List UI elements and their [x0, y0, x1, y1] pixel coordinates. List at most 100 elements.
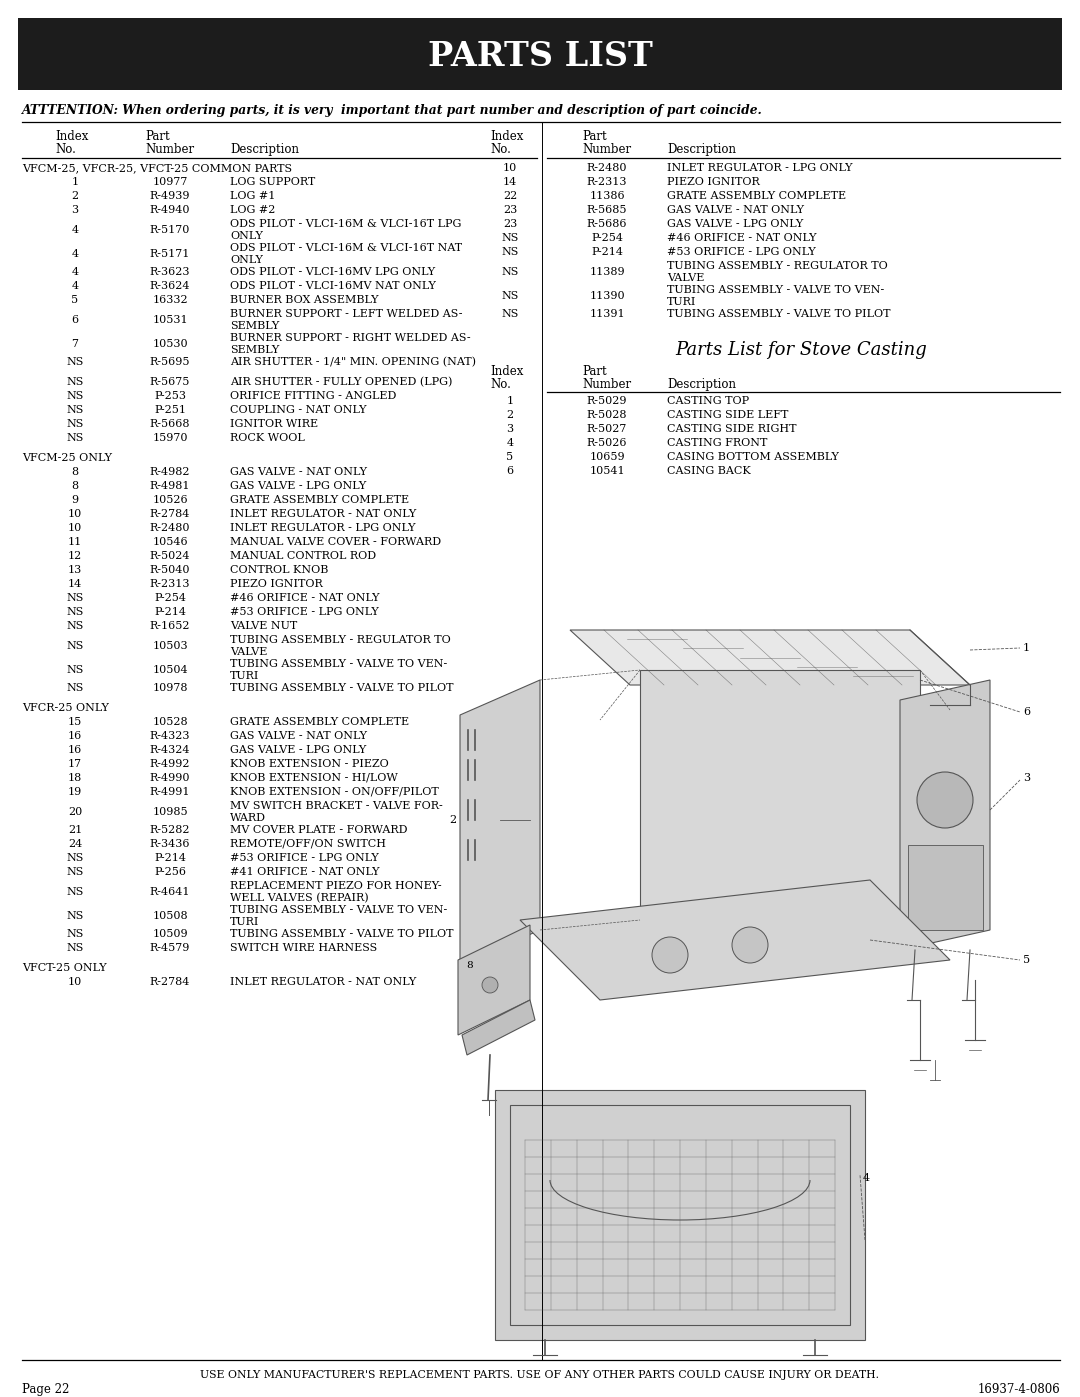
- Circle shape: [652, 937, 688, 972]
- Text: 13: 13: [68, 564, 82, 576]
- Text: WELL VALVES (REPAIR): WELL VALVES (REPAIR): [230, 893, 368, 904]
- Text: SEMBLY: SEMBLY: [230, 345, 280, 355]
- Text: 10: 10: [68, 522, 82, 534]
- Text: R-1652: R-1652: [150, 622, 190, 631]
- Text: ONLY: ONLY: [230, 256, 262, 265]
- Text: TUBING ASSEMBLY - VALVE TO PILOT: TUBING ASSEMBLY - VALVE TO PILOT: [667, 309, 891, 319]
- Text: ORIFICE FITTING - ANGLED: ORIFICE FITTING - ANGLED: [230, 391, 396, 401]
- Text: NS: NS: [66, 868, 83, 877]
- Text: NS: NS: [66, 433, 83, 443]
- Text: KNOB EXTENSION - ON/OFF/PILOT: KNOB EXTENSION - ON/OFF/PILOT: [230, 787, 438, 798]
- Text: WARD: WARD: [230, 813, 266, 823]
- Text: Part: Part: [145, 130, 170, 142]
- Polygon shape: [640, 671, 920, 921]
- Text: R-5282: R-5282: [150, 826, 190, 835]
- Text: 10503: 10503: [152, 641, 188, 651]
- Text: R-5027: R-5027: [586, 425, 627, 434]
- Text: Part: Part: [582, 130, 607, 142]
- Text: #53 ORIFICE - LPG ONLY: #53 ORIFICE - LPG ONLY: [667, 247, 815, 257]
- Text: MANUAL VALVE COVER - FORWARD: MANUAL VALVE COVER - FORWARD: [230, 536, 441, 548]
- Text: R-2313: R-2313: [150, 578, 190, 590]
- Text: 4: 4: [71, 225, 79, 235]
- Text: INLET REGULATOR - NAT ONLY: INLET REGULATOR - NAT ONLY: [230, 977, 416, 988]
- Text: SWITCH WIRE HARNESS: SWITCH WIRE HARNESS: [230, 943, 377, 953]
- Text: R-2480: R-2480: [150, 522, 190, 534]
- Text: VFCT-25 ONLY: VFCT-25 ONLY: [22, 963, 107, 972]
- Polygon shape: [570, 630, 970, 685]
- Text: 3: 3: [507, 425, 514, 434]
- Text: 22: 22: [503, 191, 517, 201]
- Text: 5: 5: [507, 453, 514, 462]
- Text: NS: NS: [66, 683, 83, 693]
- Text: No.: No.: [490, 379, 511, 391]
- Text: 10508: 10508: [152, 911, 188, 921]
- Text: GAS VALVE - LPG ONLY: GAS VALVE - LPG ONLY: [230, 481, 366, 490]
- Text: TUBING ASSEMBLY - VALVE TO PILOT: TUBING ASSEMBLY - VALVE TO PILOT: [230, 929, 454, 939]
- Text: TUBING ASSEMBLY - VALVE TO PILOT: TUBING ASSEMBLY - VALVE TO PILOT: [230, 683, 454, 693]
- Text: 10541: 10541: [590, 467, 625, 476]
- Text: TUBING ASSEMBLY - VALVE TO VEN-: TUBING ASSEMBLY - VALVE TO VEN-: [667, 285, 885, 295]
- Circle shape: [482, 977, 498, 993]
- Text: R-3623: R-3623: [150, 267, 190, 277]
- Text: GAS VALVE - LPG ONLY: GAS VALVE - LPG ONLY: [230, 745, 366, 754]
- Text: P-254: P-254: [154, 592, 186, 604]
- Text: NS: NS: [66, 943, 83, 953]
- Text: 10528: 10528: [152, 717, 188, 726]
- Text: 23: 23: [503, 219, 517, 229]
- Text: ODS PILOT - VLCI-16M & VLCI-16T NAT: ODS PILOT - VLCI-16M & VLCI-16T NAT: [230, 243, 462, 253]
- Text: 11391: 11391: [590, 309, 625, 319]
- Text: R-4939: R-4939: [150, 191, 190, 201]
- Text: R-2480: R-2480: [586, 163, 627, 173]
- Text: 16: 16: [68, 745, 82, 754]
- Text: LOG #2: LOG #2: [230, 205, 275, 215]
- Text: 12: 12: [68, 550, 82, 562]
- Text: 8: 8: [467, 961, 473, 970]
- Text: R-5668: R-5668: [150, 419, 190, 429]
- Text: 10: 10: [503, 163, 517, 173]
- Text: TUBING ASSEMBLY - VALVE TO VEN-: TUBING ASSEMBLY - VALVE TO VEN-: [230, 905, 447, 915]
- Text: MANUAL CONTROL ROD: MANUAL CONTROL ROD: [230, 550, 376, 562]
- Polygon shape: [900, 680, 990, 950]
- Text: 4: 4: [507, 439, 514, 448]
- Text: 3: 3: [1023, 773, 1030, 782]
- Text: R-5686: R-5686: [586, 219, 627, 229]
- Text: Index: Index: [55, 130, 89, 142]
- Text: TUBING ASSEMBLY - REGULATOR TO: TUBING ASSEMBLY - REGULATOR TO: [230, 636, 450, 645]
- Text: GRATE ASSEMBLY COMPLETE: GRATE ASSEMBLY COMPLETE: [667, 191, 846, 201]
- Text: CASTING SIDE RIGHT: CASTING SIDE RIGHT: [667, 425, 797, 434]
- Text: 10978: 10978: [152, 683, 188, 693]
- Text: Number: Number: [582, 379, 631, 391]
- Text: GAS VALVE - LPG ONLY: GAS VALVE - LPG ONLY: [667, 219, 804, 229]
- Text: AIR SHUTTER - FULLY OPENED (LPG): AIR SHUTTER - FULLY OPENED (LPG): [230, 377, 453, 387]
- Text: TURI: TURI: [667, 298, 697, 307]
- Text: TUBING ASSEMBLY - VALVE TO VEN-: TUBING ASSEMBLY - VALVE TO VEN-: [230, 659, 447, 669]
- Text: R-5028: R-5028: [586, 409, 627, 420]
- Text: NS: NS: [66, 419, 83, 429]
- Text: P-214: P-214: [154, 854, 186, 863]
- Text: Description: Description: [230, 142, 299, 156]
- Text: USE ONLY MANUFACTURER'S REPLACEMENT PARTS. USE OF ANY OTHER PARTS COULD CAUSE IN: USE ONLY MANUFACTURER'S REPLACEMENT PART…: [201, 1370, 879, 1380]
- Text: 9: 9: [71, 495, 79, 504]
- Text: CASING BOTTOM ASSEMBLY: CASING BOTTOM ASSEMBLY: [667, 453, 839, 462]
- Text: 20: 20: [68, 807, 82, 817]
- Text: ONLY: ONLY: [230, 231, 262, 242]
- Text: Description: Description: [667, 379, 735, 391]
- Text: NS: NS: [66, 665, 83, 675]
- Polygon shape: [462, 1000, 535, 1055]
- Text: ODS PILOT - VLCI-16M & VLCI-16T LPG: ODS PILOT - VLCI-16M & VLCI-16T LPG: [230, 219, 461, 229]
- Text: PIEZO IGNITOR: PIEZO IGNITOR: [667, 177, 759, 187]
- Bar: [510, 1105, 850, 1324]
- Text: R-2784: R-2784: [150, 977, 190, 988]
- Text: Number: Number: [582, 142, 631, 156]
- Text: R-4990: R-4990: [150, 773, 190, 782]
- Text: INLET REGULATOR - NAT ONLY: INLET REGULATOR - NAT ONLY: [230, 509, 416, 520]
- Circle shape: [917, 773, 973, 828]
- Text: VFCM-25, VFCR-25, VFCT-25 COMMON PARTS: VFCM-25, VFCR-25, VFCT-25 COMMON PARTS: [22, 163, 292, 173]
- Text: 4: 4: [71, 281, 79, 291]
- Text: KNOB EXTENSION - HI/LOW: KNOB EXTENSION - HI/LOW: [230, 773, 397, 782]
- Text: P-253: P-253: [154, 391, 186, 401]
- Text: 10: 10: [68, 977, 82, 988]
- Text: PIEZO IGNITOR: PIEZO IGNITOR: [230, 578, 323, 590]
- Bar: [18, 18, 1062, 89]
- Text: 2: 2: [507, 409, 514, 420]
